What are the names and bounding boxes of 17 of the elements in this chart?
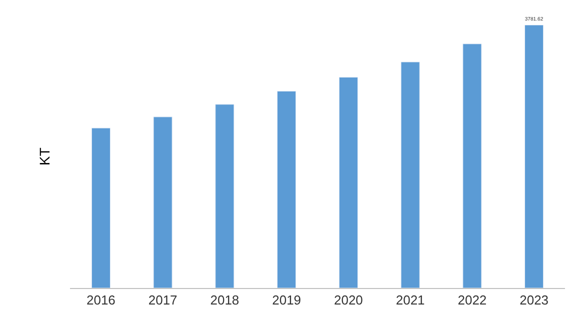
x-tick-label: 2019 [272, 292, 302, 308]
y-axis-title: KT [36, 147, 53, 166]
bar [524, 25, 544, 288]
bar [153, 116, 172, 288]
x-tick-label: 2022 [458, 292, 487, 308]
bar [462, 44, 482, 288]
bar [400, 62, 420, 288]
x-tick-label: 2020 [334, 292, 363, 308]
bar [91, 128, 110, 288]
bar [338, 77, 358, 288]
x-tick-label: 2017 [148, 292, 178, 308]
x-tick-label: 2016 [86, 292, 116, 308]
x-tick-label: 2018 [210, 292, 240, 308]
x-tick-label: 2021 [396, 292, 425, 308]
bar [215, 104, 234, 288]
x-tick-label: 2023 [520, 292, 549, 308]
bar [277, 90, 296, 288]
